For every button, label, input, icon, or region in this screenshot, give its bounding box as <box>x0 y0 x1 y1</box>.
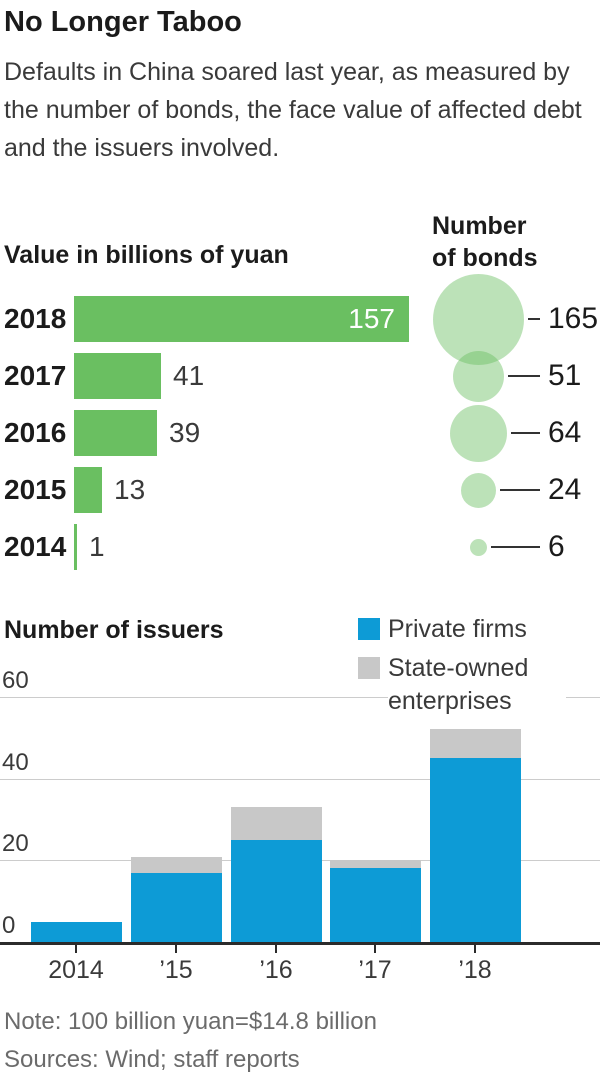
bonds-column-title: Number of bonds <box>432 212 538 272</box>
issuer-bar-private <box>231 840 322 942</box>
x-tick-label: ’17 <box>358 956 392 984</box>
issuers-chart-title: Number of issuers <box>4 616 224 644</box>
x-tick-label: ’18 <box>458 956 492 984</box>
value-bar <box>74 524 77 570</box>
bonds-bubble <box>460 472 496 508</box>
x-tick <box>275 945 277 953</box>
issuer-bar-private <box>131 873 222 942</box>
chart-title: No Longer Taboo <box>4 6 242 38</box>
bubble-connector <box>528 318 540 320</box>
bubble-label: 51 <box>548 359 582 392</box>
bubble-connector <box>500 489 540 491</box>
bonds-bubble <box>452 350 504 402</box>
bubble-connector <box>511 432 540 434</box>
value-bar <box>74 467 102 513</box>
y-tick-label: 60 <box>2 667 29 694</box>
chart-sources: Sources: Wind; staff reports <box>4 1046 300 1073</box>
issuer-bar-private <box>31 922 122 942</box>
x-tick-label: ’16 <box>259 956 293 984</box>
value-bar-label: 13 <box>114 474 146 505</box>
bonds-bubble <box>469 538 487 556</box>
bonds-bubble <box>432 273 524 365</box>
legend-label-private-firms: Private firms <box>388 613 527 646</box>
y-tick-label: 0 <box>2 912 16 939</box>
x-tick <box>75 945 77 953</box>
gridline <box>0 697 600 698</box>
chart-subtitle: Defaults in China soared last year, as m… <box>4 58 582 162</box>
issuer-bar-private <box>330 868 421 942</box>
value-chart-title: Value in billions of yuan <box>4 241 289 269</box>
x-tick-label: 2014 <box>48 956 104 984</box>
bubble-label: 6 <box>548 530 565 563</box>
bubble-connector <box>491 546 540 548</box>
x-tick <box>374 945 376 953</box>
year-label: 2014 <box>4 531 67 562</box>
value-bar <box>74 410 157 456</box>
gridline <box>0 779 600 780</box>
x-tick <box>474 945 476 953</box>
value-bar <box>74 296 409 342</box>
issuer-bar-soe <box>131 857 222 873</box>
year-label: 2017 <box>4 360 67 391</box>
year-label: 2016 <box>4 417 67 448</box>
year-label: 2015 <box>4 474 67 505</box>
bonds-bubble <box>449 404 507 462</box>
value-bar-label: 1 <box>89 531 105 562</box>
legend-label-state-owned: State-owned enterprises <box>388 652 566 718</box>
issuer-bar-private <box>430 758 521 942</box>
y-tick-label: 40 <box>2 749 29 776</box>
value-bar-label: 39 <box>169 417 201 448</box>
value-bar-label: 157 <box>348 303 395 334</box>
year-label: 2018 <box>4 303 67 334</box>
issuer-bar-soe <box>430 729 521 758</box>
chart-note: Note: 100 billion yuan=$14.8 billion <box>4 1008 377 1035</box>
y-tick-label: 20 <box>2 830 29 857</box>
issuer-bar-soe <box>330 860 421 868</box>
value-bar-label: 41 <box>173 360 205 391</box>
x-tick-label: ’15 <box>159 956 193 984</box>
bubble-label: 64 <box>548 416 582 449</box>
x-tick <box>175 945 177 953</box>
bubble-label: 165 <box>548 302 599 335</box>
bubble-connector <box>508 375 540 377</box>
legend-swatch-private-firms-icon <box>358 618 380 640</box>
bubble-label: 24 <box>548 473 582 506</box>
value-bar <box>74 353 161 399</box>
axis-baseline <box>0 942 600 945</box>
legend-swatch-state-owned-icon <box>358 657 380 679</box>
issuer-bar-soe <box>231 807 322 840</box>
